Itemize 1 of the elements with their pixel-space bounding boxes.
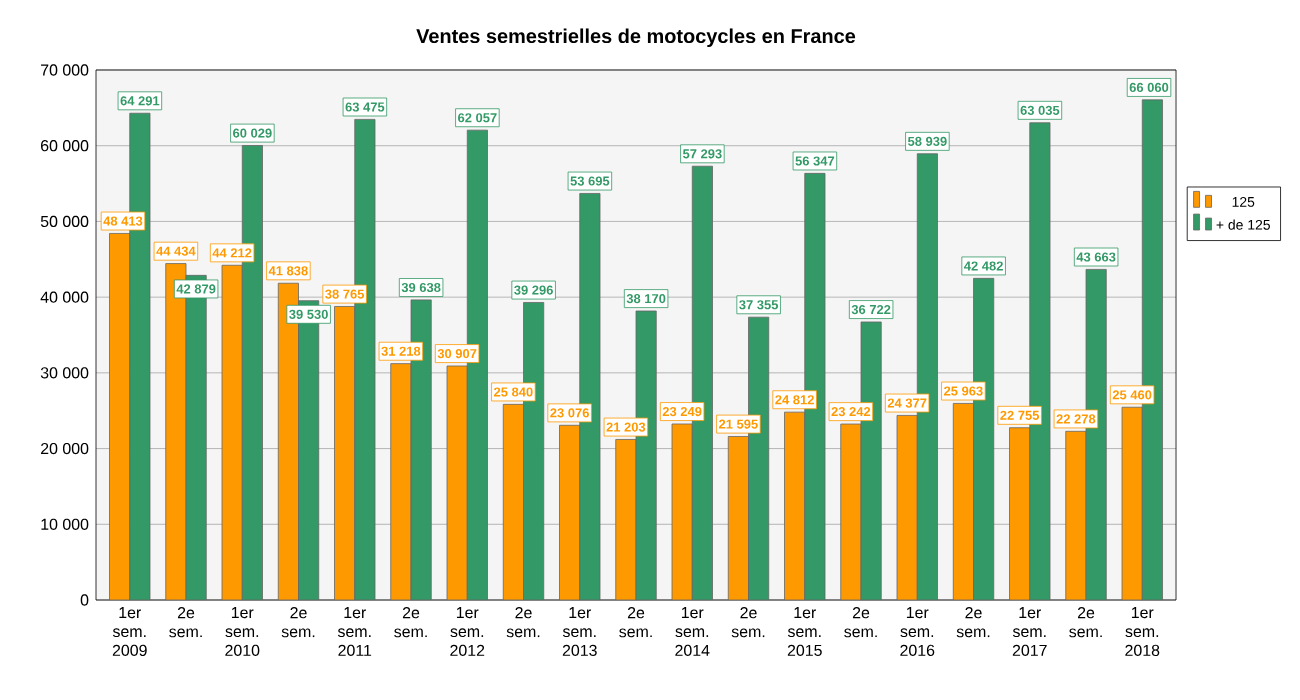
chart-title: Ventes semestrielles de motocycles en France	[416, 28, 856, 48]
